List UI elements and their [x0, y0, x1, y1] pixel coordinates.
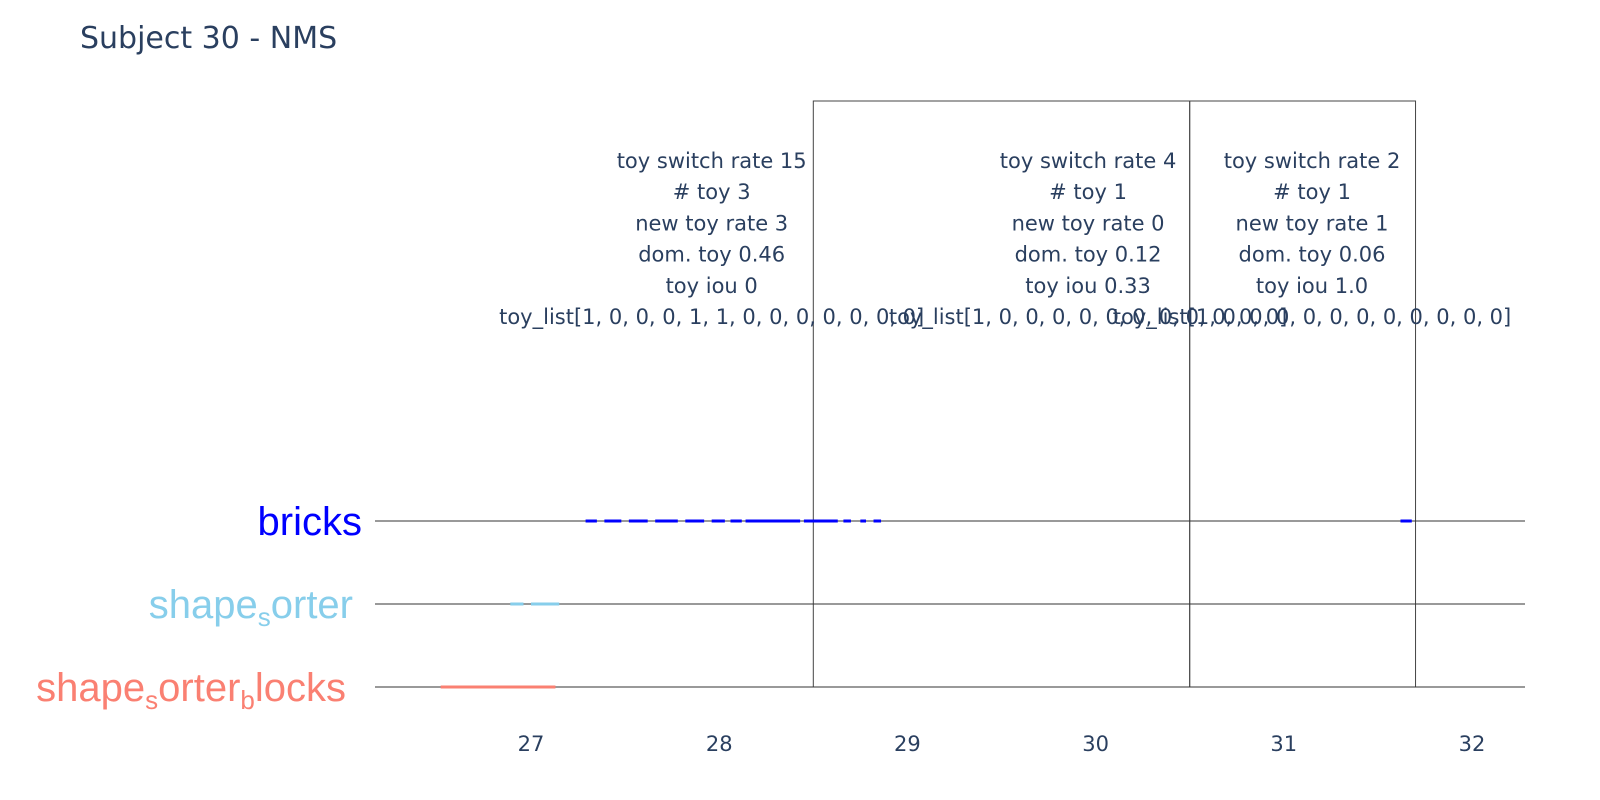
window-box-1 — [812, 100, 1191, 688]
annotation-2-2: new toy rate 1 — [1236, 211, 1389, 235]
annotation-2-5: toy_list[1, 0, 0, 0, 0, 0, 0, 0, 0, 0, 0… — [1113, 305, 1511, 330]
annotation-2-4: toy iou 1.0 — [1256, 274, 1368, 298]
row-label-2: shapesorterblocks — [36, 666, 346, 715]
timeline-rows: bricks shapesorter shapesorterblocks — [36, 500, 1525, 715]
annotation-1-3: dom. toy 0.12 — [1015, 243, 1162, 267]
annotation-2-1: # toy 1 — [1273, 180, 1351, 204]
window-annotations: toy switch rate 15 # toy 3 new toy rate 3 d… — [499, 149, 1511, 330]
annotation-0-1: # toy 3 — [673, 180, 751, 204]
annotation-1-4: toy iou 0.33 — [1025, 274, 1151, 298]
annotation-2-3: dom. toy 0.06 — [1239, 243, 1386, 267]
annotation-1-5: toy_list[1, 0, 0, 0, 0, 0, 0, 0, 0, 0, 0… — [889, 305, 1287, 330]
x-axis-ticks: 27 28 29 30 31 32 — [518, 732, 1486, 756]
x-tick-3: 30 — [1082, 732, 1109, 756]
annotation-0-3: dom. toy 0.46 — [638, 243, 785, 267]
x-tick-2: 29 — [894, 732, 921, 756]
annotation-0-4: toy iou 0 — [666, 274, 758, 298]
row-label-0: bricks — [258, 500, 362, 544]
annotation-1-2: new toy rate 0 — [1012, 211, 1165, 235]
chart-title: Subject 30 - NMS — [80, 21, 337, 56]
x-tick-1: 28 — [706, 732, 733, 756]
annotation-1-1: # toy 1 — [1049, 180, 1127, 204]
annotation-0-0: toy switch rate 15 — [617, 149, 807, 173]
x-tick-5: 32 — [1459, 732, 1486, 756]
annotation-1-0: toy switch rate 4 — [1000, 149, 1177, 173]
x-tick-4: 31 — [1270, 732, 1297, 756]
x-tick-0: 27 — [518, 732, 545, 756]
annotation-2-0: toy switch rate 2 — [1224, 149, 1401, 173]
annotation-0-5: toy_list[1, 0, 0, 0, 1, 1, 0, 0, 0, 0, 0… — [499, 305, 924, 330]
annotation-0-2: new toy rate 3 — [635, 211, 788, 235]
row-label-1: shapesorter — [149, 583, 353, 632]
